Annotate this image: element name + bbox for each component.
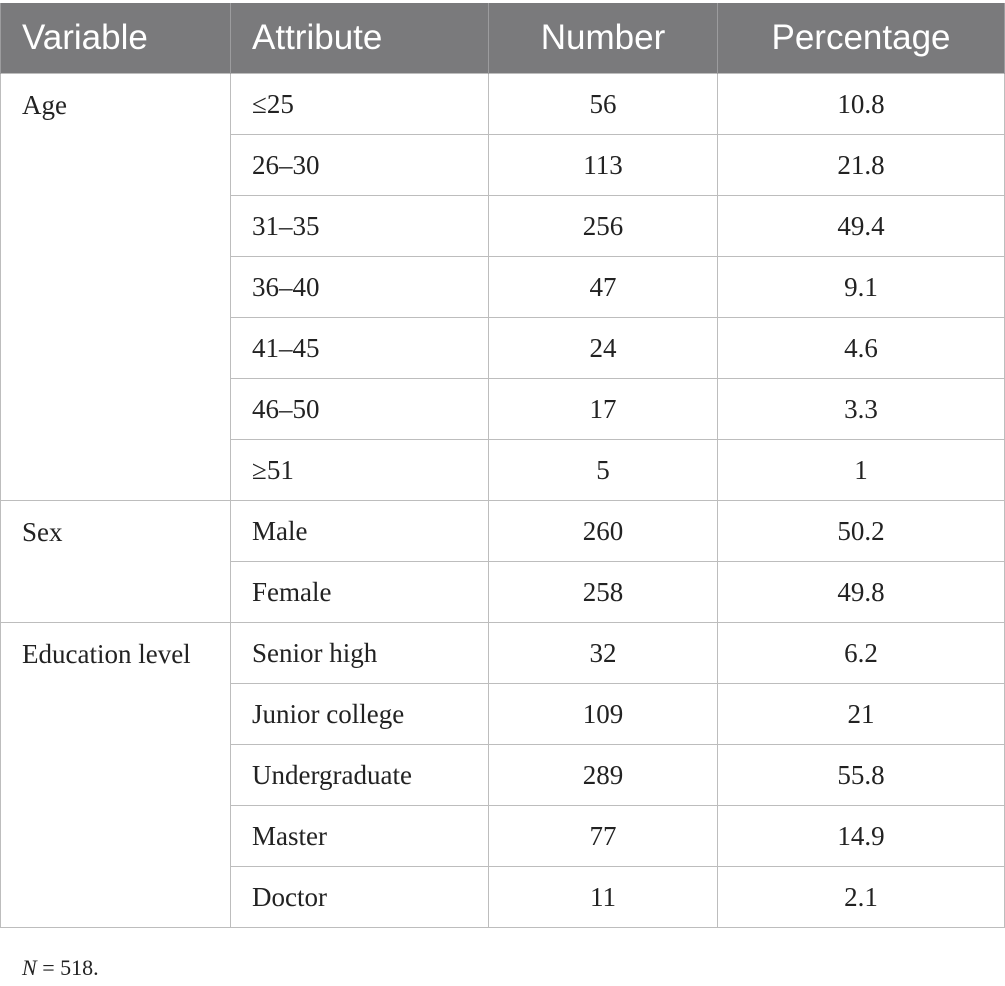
percentage-cell: 21.8 — [717, 134, 1005, 196]
number-cell: 258 — [488, 561, 718, 623]
number-cell: 289 — [488, 744, 718, 806]
table-row: 46–50 17 3.3 — [1, 378, 1005, 440]
attribute-cell: Master — [230, 805, 489, 867]
header-attribute: Attribute — [230, 3, 489, 74]
number-cell: 77 — [488, 805, 718, 867]
table-row: 41–45 24 4.6 — [1, 317, 1005, 379]
attribute-cell: Senior high — [230, 622, 489, 684]
percentage-cell: 55.8 — [717, 744, 1005, 806]
attribute-cell: 31–35 — [230, 195, 489, 257]
sample-size-value: = 518. — [36, 955, 99, 980]
percentage-cell: 49.4 — [717, 195, 1005, 257]
percentage-cell: 9.1 — [717, 256, 1005, 318]
attribute-cell: Junior college — [230, 683, 489, 745]
variable-cell: Education level — [0, 622, 231, 928]
attribute-cell: 41–45 — [230, 317, 489, 379]
number-cell: 17 — [488, 378, 718, 440]
attribute-cell: ≥51 — [230, 439, 489, 501]
header-percentage: Percentage — [717, 3, 1005, 74]
attribute-cell: 26–30 — [230, 134, 489, 196]
sample-size-note: N = 518. — [22, 955, 99, 981]
table-row: Master 77 14.9 — [1, 805, 1005, 867]
attribute-cell: Male — [230, 500, 489, 562]
table-row: Education level Senior high 32 6.2 — [0, 622, 1005, 928]
table-row: Doctor 11 2.1 — [1, 866, 1005, 928]
variable-cell: Age — [0, 73, 231, 501]
table-row: Undergraduate 289 55.8 — [1, 744, 1005, 806]
percentage-cell: 49.8 — [717, 561, 1005, 623]
percentage-cell: 4.6 — [717, 317, 1005, 379]
number-cell: 11 — [488, 866, 718, 928]
number-cell: 47 — [488, 256, 718, 318]
attribute-cell: 46–50 — [230, 378, 489, 440]
number-cell: 24 — [488, 317, 718, 379]
number-cell: 256 — [488, 195, 718, 257]
percentage-cell: 10.8 — [717, 73, 1005, 135]
table-row: 26–30 113 21.8 — [1, 134, 1005, 196]
attribute-cell: ≤25 — [230, 73, 489, 135]
sample-size-symbol: N — [22, 955, 37, 980]
table-row: Age ≤25 56 10.8 — [0, 73, 1005, 501]
variable-cell: Sex — [0, 500, 231, 623]
table-row: ≥51 5 1 — [1, 439, 1005, 501]
table-row: Female 258 49.8 — [1, 561, 1005, 623]
table-row: Junior college 109 21 — [1, 683, 1005, 745]
percentage-cell: 1 — [717, 439, 1005, 501]
header-number: Number — [488, 3, 718, 74]
header-row: Variable Attribute Number Percentage — [0, 3, 1005, 74]
table-row: Sex Male 260 50.2 — [0, 500, 1005, 623]
percentage-cell: 6.2 — [717, 622, 1005, 684]
percentage-cell: 14.9 — [717, 805, 1005, 867]
table-body: Age ≤25 56 10.8 26–30 113 21.8 31–35 256 49.4 36–4… — [0, 73, 1005, 928]
number-cell: 260 — [488, 500, 718, 562]
number-cell: 5 — [488, 439, 718, 501]
percentage-cell: 3.3 — [717, 378, 1005, 440]
attribute-cell: Female — [230, 561, 489, 623]
number-cell: 109 — [488, 683, 718, 745]
percentage-cell: 2.1 — [717, 866, 1005, 928]
number-cell: 56 — [488, 73, 718, 135]
percentage-cell: 21 — [717, 683, 1005, 745]
attribute-cell: 36–40 — [230, 256, 489, 318]
percentage-cell: 50.2 — [717, 500, 1005, 562]
number-cell: 113 — [488, 134, 718, 196]
header-variable: Variable — [0, 3, 231, 74]
attribute-cell: Doctor — [230, 866, 489, 928]
demographics-table: Variable Attribute Number Percentage Age… — [0, 3, 1005, 928]
number-cell: 32 — [488, 622, 718, 684]
attribute-cell: Undergraduate — [230, 744, 489, 806]
